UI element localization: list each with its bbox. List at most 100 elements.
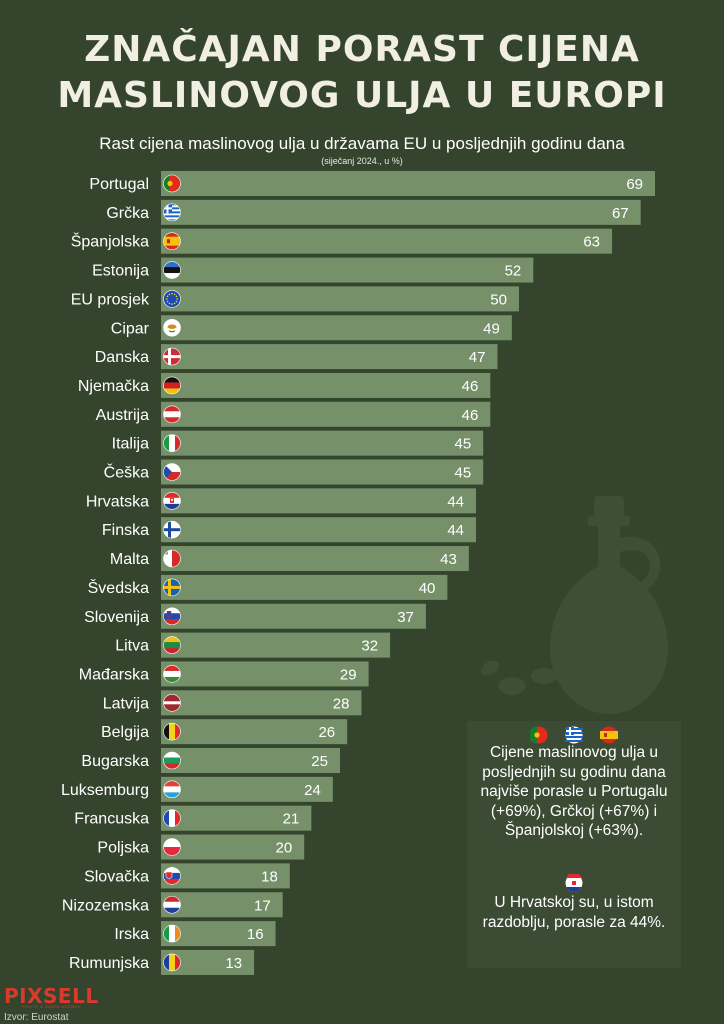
title-line-2: MASLINOVOG ULJA U EUROPI: [57, 75, 667, 116]
estonia-flag-icon: [163, 261, 181, 279]
category-label: Danska: [95, 349, 149, 366]
category-label: Švedska: [88, 578, 149, 597]
portugal-flag-icon: [530, 726, 548, 744]
denmark-flag-icon: [163, 347, 181, 366]
spain-flag-icon: [163, 232, 181, 250]
czechia-flag-icon: [163, 463, 181, 481]
category-label: Austrija: [96, 407, 149, 424]
category-label: Cipar: [111, 320, 150, 337]
bar-estonija: [161, 257, 534, 283]
netherlands-flag-icon: [163, 895, 181, 914]
bar-austrija: [161, 401, 491, 427]
germany-flag-icon: [163, 376, 181, 395]
bar-finska: [161, 517, 477, 543]
category-label: Francuska: [74, 811, 149, 828]
callout-box: Cijene maslinovog ulja u posljednjih su …: [467, 721, 681, 968]
value-label: 18: [261, 868, 278, 885]
value-label: 67: [612, 205, 629, 222]
category-label: Slovačka: [84, 868, 149, 885]
spain-flag-icon: [600, 726, 618, 744]
romania-flag-icon: [163, 953, 181, 972]
bar-njemačka: [161, 372, 491, 398]
category-label: Finska: [102, 522, 149, 539]
bar-cipar: [161, 315, 512, 341]
bar-italija: [161, 430, 484, 456]
category-label: Rumunjska: [69, 955, 149, 972]
value-label: 29: [340, 666, 357, 683]
bar-eu-prosjek: [161, 286, 519, 312]
value-label: 52: [505, 263, 522, 280]
hungary-flag-icon: [163, 665, 181, 683]
value-label: 50: [490, 291, 507, 308]
category-label: Estonija: [92, 263, 149, 280]
category-label: Malta: [110, 551, 149, 568]
cyprus-flag-icon: [163, 318, 181, 337]
bar-nizozemska: [161, 892, 283, 918]
callout-text-bottom: U Hrvatskoj su, u istom razdoblju, poras…: [482, 894, 666, 931]
value-label: 69: [626, 176, 643, 193]
finland-flag-icon: [163, 520, 181, 539]
pixsell-tagline: PHOTO & VIDEO AGENCY: [22, 1004, 82, 1009]
value-label: 46: [462, 407, 479, 424]
malta-flag-icon: [163, 549, 181, 568]
value-label: 26: [318, 724, 335, 741]
bar-litva: [161, 632, 391, 658]
olive-oil-bottle-icon: [480, 496, 668, 714]
lithuania-flag-icon: [163, 636, 181, 654]
category-label: Nizozemska: [62, 897, 149, 914]
category-label: Češka: [104, 463, 149, 482]
belgium-flag-icon: [163, 722, 181, 741]
value-label: 45: [454, 436, 471, 453]
source-note: Izvor: Eurostat: [4, 1012, 69, 1023]
callout-text-top: Cijene maslinovog ulja u posljednjih su …: [480, 744, 668, 839]
portugal-flag-icon: [163, 174, 181, 193]
bar-grčka: [161, 199, 641, 225]
bar-slovenija: [161, 603, 426, 629]
category-label: Hrvatska: [86, 493, 149, 510]
bulgaria-flag-icon: [163, 751, 181, 770]
bar-danska: [161, 344, 498, 370]
value-label: 63: [583, 234, 600, 251]
poland-flag-icon: [163, 838, 181, 856]
bar-slovačka: [161, 863, 290, 889]
value-label: 46: [462, 378, 479, 395]
croatia-flag-icon: [565, 874, 583, 892]
bar-španjolska: [161, 228, 613, 254]
value-label: 44: [447, 493, 464, 510]
category-label: Portugal: [89, 176, 149, 193]
value-label: 16: [247, 926, 264, 943]
bar-bugarska: [161, 748, 340, 773]
value-label: 32: [361, 638, 378, 655]
value-label: 17: [254, 897, 271, 914]
value-label: 45: [454, 465, 471, 482]
value-label: 28: [333, 695, 350, 712]
chart-subtitle: Rast cijena maslinovog ulja u državama E…: [99, 134, 625, 153]
value-label: 21: [283, 811, 300, 828]
category-label: Latvija: [103, 695, 149, 712]
bar-portugal: [161, 171, 655, 196]
category-label: Slovenija: [84, 609, 149, 626]
france-flag-icon: [163, 809, 181, 828]
value-label: 47: [469, 349, 486, 366]
sweden-flag-icon: [163, 578, 181, 597]
value-label: 13: [225, 955, 242, 972]
value-label: 37: [397, 609, 414, 626]
greece-flag-icon: [565, 726, 583, 744]
slovakia-flag-icon: [163, 867, 181, 885]
bar-francuska: [161, 805, 312, 831]
ireland-flag-icon: [163, 924, 181, 943]
category-label: Njemačka: [78, 378, 149, 395]
bar-češka: [161, 459, 484, 485]
chart-subnote: (siječanj 2024., u %): [321, 156, 403, 166]
category-label: Mađarska: [79, 666, 149, 683]
category-label: Italija: [112, 436, 149, 453]
category-label: EU prosjek: [71, 291, 150, 308]
category-label: Poljska: [97, 840, 149, 857]
category-label: Belgija: [101, 724, 149, 741]
croatia-flag-icon: [163, 492, 181, 510]
bar-malta: [161, 546, 469, 572]
value-label: 49: [483, 320, 500, 337]
value-label: 40: [419, 580, 436, 597]
greece-flag-icon: [163, 203, 181, 222]
